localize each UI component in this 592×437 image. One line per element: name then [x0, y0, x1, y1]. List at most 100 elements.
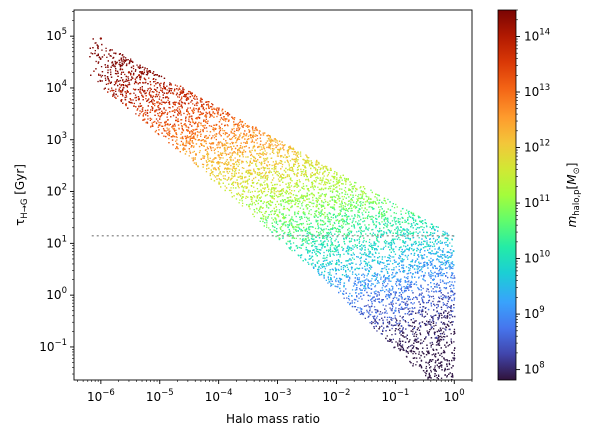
- scatter-point: [111, 64, 113, 67]
- scatter-point: [440, 263, 442, 266]
- scatter-point: [432, 288, 434, 290]
- scatter-point: [94, 42, 96, 44]
- scatter-point: [275, 162, 277, 164]
- scatter-point: [376, 203, 378, 205]
- scatter-point: [110, 71, 112, 73]
- scatter-point: [432, 279, 434, 281]
- scatter-point: [326, 165, 328, 168]
- scatter-point: [376, 330, 378, 332]
- scatter-point: [293, 228, 295, 230]
- scatter-point: [251, 139, 253, 141]
- scatter-point: [233, 125, 235, 127]
- scatter-point: [450, 341, 453, 343]
- scatter-point: [166, 85, 168, 87]
- scatter-point: [325, 263, 327, 265]
- scatter-point: [274, 229, 276, 232]
- scatter-point: [348, 203, 350, 205]
- scatter-point: [359, 187, 361, 189]
- scatter-point: [452, 267, 454, 270]
- scatter-point: [347, 210, 349, 212]
- scatter-point: [353, 258, 355, 260]
- scatter-point: [410, 232, 413, 235]
- scatter-point: [139, 90, 141, 92]
- scatter-point: [430, 296, 433, 298]
- scatter-point: [149, 119, 151, 121]
- scatter-point: [379, 289, 382, 292]
- scatter-point: [302, 174, 305, 176]
- scatter-point: [370, 313, 372, 316]
- scatter-point: [422, 265, 424, 267]
- scatter-point: [402, 259, 404, 261]
- scatter-point: [424, 246, 426, 248]
- scatter-point: [297, 205, 299, 208]
- scatter-point: [159, 89, 162, 91]
- scatter-point: [410, 280, 412, 283]
- scatter-point: [332, 269, 334, 271]
- scatter-point: [312, 187, 314, 189]
- scatter-point: [98, 73, 100, 75]
- scatter-point: [408, 249, 410, 252]
- scatter-point: [332, 283, 334, 285]
- scatter-point: [406, 306, 408, 309]
- scatter-point: [423, 226, 425, 229]
- scatter-point: [237, 126, 239, 129]
- scatter-point: [339, 175, 342, 177]
- scatter-point: [372, 260, 375, 262]
- scatter-point: [200, 129, 202, 131]
- scatter-point: [188, 140, 190, 143]
- scatter-point: [319, 231, 322, 233]
- scatter-point: [119, 86, 121, 89]
- scatter-point: [293, 158, 296, 161]
- scatter-point: [258, 154, 260, 156]
- scatter-point: [123, 59, 125, 61]
- scatter-point: [205, 171, 208, 173]
- scatter-point: [158, 98, 160, 100]
- scatter-point: [313, 195, 315, 197]
- scatter-point: [338, 181, 340, 183]
- scatter-point: [251, 149, 253, 151]
- scatter-point: [214, 128, 217, 130]
- scatter-point: [405, 304, 407, 306]
- scatter-point: [217, 142, 219, 144]
- scatter-point: [448, 266, 450, 268]
- scatter-point: [175, 140, 177, 142]
- scatter-point: [387, 221, 389, 223]
- scatter-point: [397, 344, 399, 346]
- scatter-point: [244, 177, 246, 179]
- scatter-point: [149, 90, 151, 92]
- scatter-point: [245, 160, 248, 163]
- scatter-point: [371, 278, 373, 280]
- scatter-point: [361, 298, 363, 300]
- scatter-point: [104, 77, 107, 79]
- scatter-point: [259, 220, 261, 222]
- scatter-point: [446, 303, 448, 305]
- scatter-point: [218, 173, 220, 175]
- scatter-point: [433, 321, 435, 323]
- scatter-point: [329, 273, 331, 275]
- scatter-point: [208, 142, 211, 144]
- scatter-point: [432, 295, 434, 297]
- scatter-point: [330, 233, 332, 235]
- scatter-point: [360, 203, 362, 205]
- scatter-point: [349, 247, 352, 249]
- scatter-point: [359, 257, 361, 260]
- scatter-point: [258, 133, 261, 135]
- scatter-point: [369, 322, 371, 324]
- scatter-point: [128, 79, 130, 82]
- scatter-point: [357, 307, 359, 309]
- scatter-point: [163, 113, 165, 115]
- scatter-point: [434, 367, 436, 369]
- scatter-point: [204, 120, 206, 122]
- scatter-point: [322, 231, 324, 233]
- scatter-point: [388, 275, 390, 277]
- scatter-point: [395, 246, 397, 248]
- scatter-point: [99, 74, 102, 76]
- scatter-point: [157, 106, 159, 108]
- scatter-point: [446, 305, 448, 307]
- scatter-point: [253, 186, 255, 188]
- scatter-point: [247, 191, 249, 193]
- scatter-point: [392, 299, 394, 302]
- scatter-point: [143, 77, 145, 79]
- scatter-point: [374, 286, 376, 288]
